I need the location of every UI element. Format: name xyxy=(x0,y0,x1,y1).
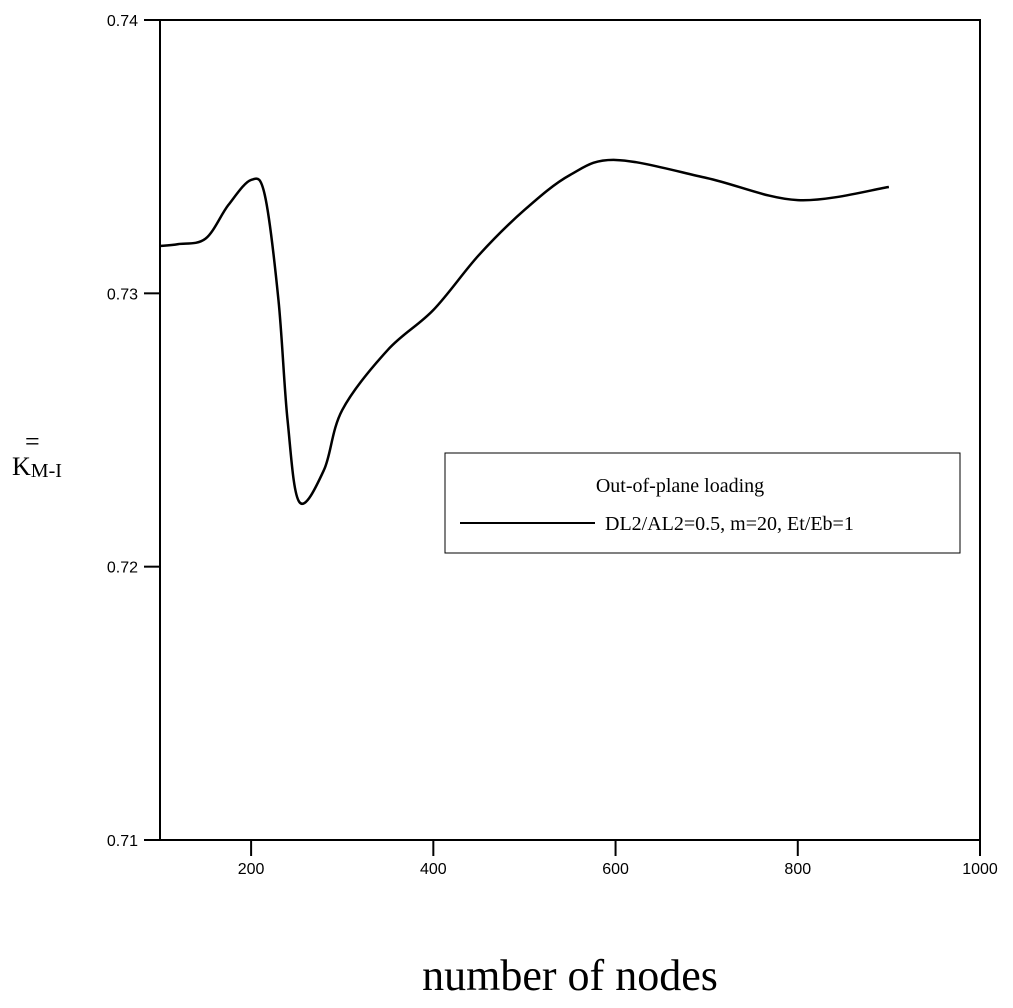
y-label-sub: M-I xyxy=(31,460,62,482)
y-label-bar: = xyxy=(25,427,40,456)
y-label-main: K xyxy=(12,452,31,481)
y-label: KM-I xyxy=(12,452,62,482)
plot-frame xyxy=(159,19,981,841)
y-tick-label: 0.72 xyxy=(107,560,138,577)
x-tick-label: 400 xyxy=(420,861,447,878)
y-tick-label: 0.73 xyxy=(107,286,138,303)
legend-box xyxy=(444,452,961,554)
x-tick-label: 800 xyxy=(784,861,811,878)
x-tick-label: 600 xyxy=(602,861,629,878)
legend-label: DL2/AL2=0.5, m=20, Et/Eb=1 xyxy=(605,513,854,535)
line-series xyxy=(159,158,890,506)
x-tick-label: 1000 xyxy=(962,861,998,878)
y-tick-label: 0.74 xyxy=(107,13,138,30)
y-tick-label: 0.71 xyxy=(107,833,138,850)
x-tick-label: 200 xyxy=(238,861,265,878)
x-label: number of nodes xyxy=(422,951,718,1000)
legend-title: Out-of-plane loading xyxy=(596,475,764,497)
